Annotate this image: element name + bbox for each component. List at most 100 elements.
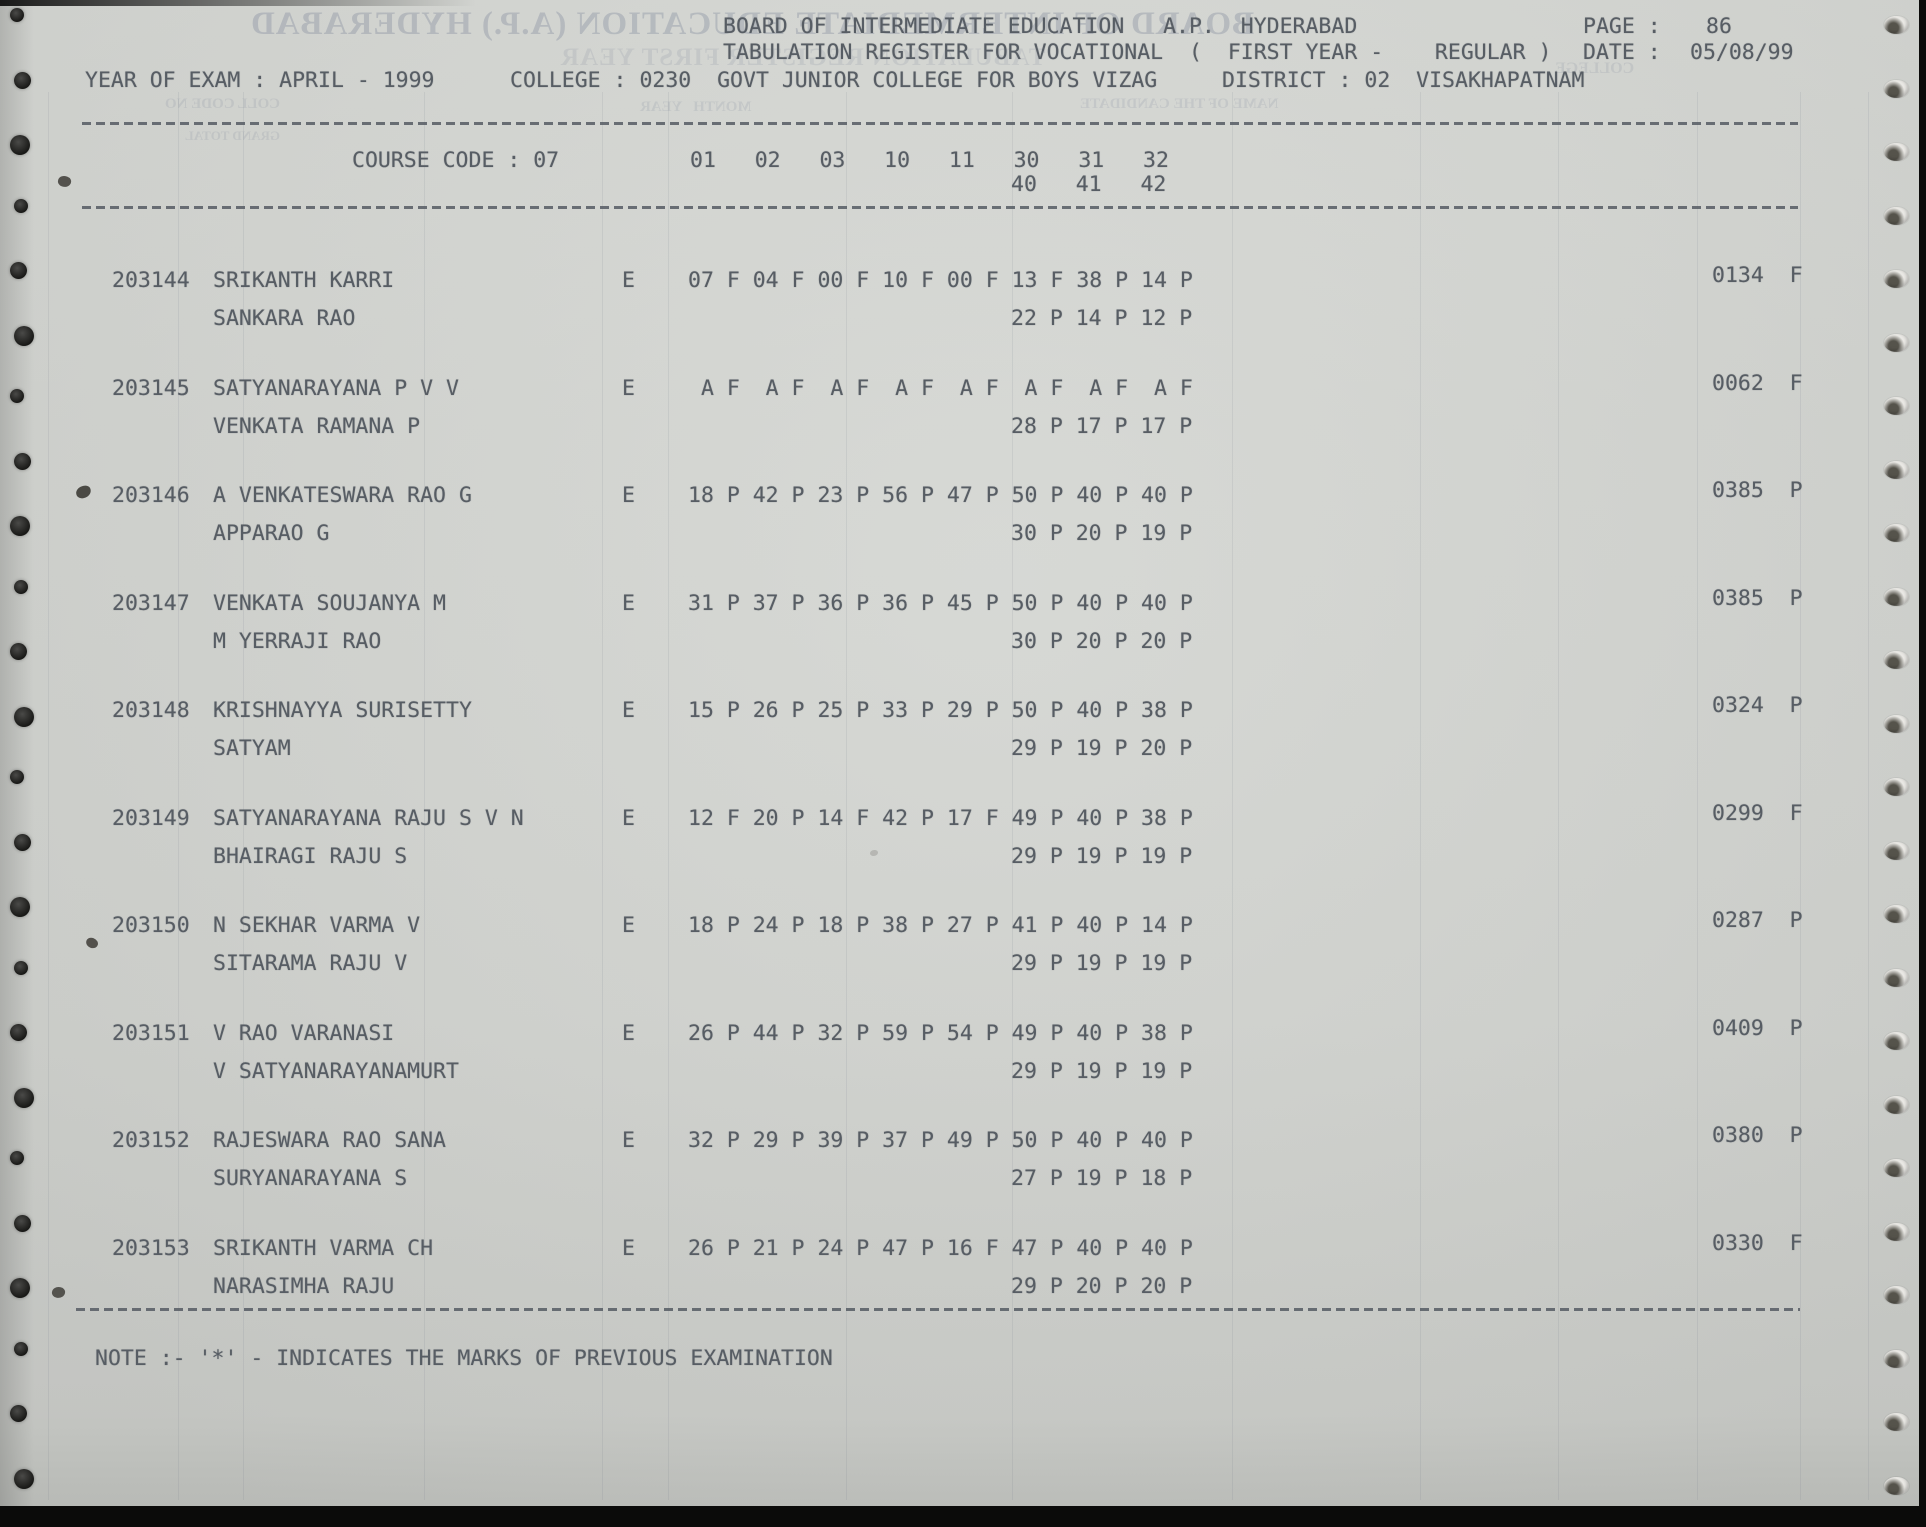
form-grid-line: [602, 92, 603, 1500]
candidate-name: A VENKATESWARA RAO G: [213, 483, 472, 508]
punch-hole: [1884, 778, 1909, 796]
father-name: SANKARA RAO: [213, 306, 356, 331]
course-code-label: COURSE CODE : 07: [352, 148, 560, 173]
form-grid-line: [846, 92, 847, 1500]
medium: E: [622, 268, 635, 293]
marks-row-1: 12 F 20 P 14 F 42 P 17 F 49 P 40 P 38 P: [688, 806, 1193, 831]
reg-no: 203149: [112, 806, 190, 831]
father-name: SURYANARAYANA S: [213, 1166, 408, 1191]
punch-hole: [10, 516, 30, 536]
ink-smudge: [74, 484, 93, 500]
register-title-line: TABULATION REGISTER FOR VOCATIONAL ( FIR…: [723, 40, 1552, 65]
marks-row-2: 29 P 19 P 19 P: [1011, 951, 1193, 976]
punch-hole: [1884, 524, 1909, 542]
medium: E: [622, 806, 635, 831]
punch-hole: [1884, 1159, 1909, 1177]
form-grid-line: [1868, 92, 1869, 1500]
punch-hole: [14, 580, 28, 594]
marks-row-1: 31 P 37 P 36 P 36 P 45 P 50 P 40 P 40 P: [688, 591, 1193, 616]
punch-hole: [14, 1469, 34, 1489]
punch-hole: [14, 1215, 31, 1232]
marks-row-1: 07 F 04 F 00 F 10 F 00 F 13 F 38 P 14 P: [688, 268, 1193, 293]
reg-no: 203144: [112, 268, 190, 293]
candidate-name: SATYANARAYANA P V V: [213, 376, 459, 401]
punch-hole: [1884, 16, 1909, 34]
punch-hole: [14, 72, 31, 89]
candidate-name: VENKATA SOUJANYA M: [213, 591, 446, 616]
marks-row-1: 18 P 42 P 23 P 56 P 47 P 50 P 40 P 40 P: [688, 483, 1193, 508]
ghost-fragment: NAME OF THE CANDIDATE: [1080, 96, 1279, 112]
form-grid-line: [1558, 92, 1559, 1500]
punch-hole: [1884, 588, 1909, 606]
reg-no: 203151: [112, 1021, 190, 1046]
marks-row-1: 26 P 44 P 32 P 59 P 54 P 49 P 40 P 38 P: [688, 1021, 1193, 1046]
punch-hole: [1884, 397, 1909, 415]
medium: E: [622, 913, 635, 938]
medium: E: [622, 1128, 635, 1153]
marks-row-1: A F A F A F A F A F A F A F A F: [688, 376, 1193, 401]
punch-hole: [14, 199, 28, 213]
paper-blemish: [870, 850, 878, 856]
punch-hole: [10, 8, 24, 22]
punch-hole: [1884, 1032, 1909, 1050]
punch-hole: [1884, 969, 1909, 987]
punch-hole: [1884, 1477, 1909, 1495]
medium: E: [622, 698, 635, 723]
form-grid-line: [1012, 92, 1013, 1500]
medium: E: [622, 1236, 635, 1261]
punch-hole: [1884, 1350, 1909, 1368]
separator-line-header: [82, 206, 1798, 209]
total-and-result: 0385 P: [1712, 586, 1803, 611]
punch-hole: [1884, 715, 1909, 733]
punch-hole: [10, 389, 24, 403]
father-name: APPARAO G: [213, 521, 330, 546]
marks-row-2: 29 P 19 P 19 P: [1011, 1059, 1193, 1084]
form-grid-line: [1800, 92, 1801, 1500]
date-value: 05/08/99: [1690, 40, 1794, 65]
form-grid-line: [424, 92, 425, 1500]
footnote: NOTE :- '*' - INDICATES THE MARKS OF PRE…: [95, 1346, 833, 1371]
punch-hole: [14, 326, 34, 346]
subject-codes-row1: 01 02 03 10 11 30 31 32: [690, 148, 1169, 173]
total-and-result: 0330 F: [1712, 1231, 1803, 1256]
form-grid-line: [243, 92, 244, 1500]
form-grid-line: [1697, 92, 1698, 1500]
form-grid-line: [178, 92, 179, 1500]
marks-row-2: 22 P 14 P 12 P: [1011, 306, 1193, 331]
punch-hole: [14, 834, 31, 851]
punch-hole: [1884, 1223, 1909, 1241]
punch-hole: [1884, 1096, 1909, 1114]
father-name: NARASIMHA RAJU: [213, 1274, 395, 1299]
punch-hole: [1884, 334, 1909, 352]
marks-row-1: 15 P 26 P 25 P 33 P 29 P 50 P 40 P 38 P: [688, 698, 1193, 723]
ink-smudge: [84, 935, 100, 951]
form-grid-line: [1420, 92, 1421, 1500]
marks-row-2: 28 P 17 P 17 P: [1011, 414, 1193, 439]
marks-row-2: 27 P 19 P 18 P: [1011, 1166, 1193, 1191]
father-name: SATYAM: [213, 736, 291, 761]
medium: E: [622, 483, 635, 508]
form-grid-line: [48, 92, 49, 1500]
candidate-name: N SEKHAR VARMA V: [213, 913, 421, 938]
punch-hole: [10, 1278, 30, 1298]
punch-hole: [1884, 207, 1909, 225]
board-title-line: BOARD OF INTERMEDIATE EDUCATION A.P. HYD…: [723, 14, 1358, 39]
ink-smudge: [56, 174, 73, 189]
marks-row-2: 29 P 19 P 20 P: [1011, 736, 1193, 761]
ghost-fragment: GRAND TOTAL: [185, 128, 280, 143]
ghost-fragment: MONTH YEAR: [640, 99, 752, 115]
candidate-name: KRISHNAYYA SURISETTY: [213, 698, 472, 723]
marks-row-1: 32 P 29 P 39 P 37 P 49 P 50 P 40 P 40 P: [688, 1128, 1193, 1153]
punch-hole: [1884, 461, 1909, 479]
punch-hole: [14, 453, 31, 470]
reg-no: 203147: [112, 591, 190, 616]
marks-row-1: 18 P 24 P 18 P 38 P 27 P 41 P 40 P 14 P: [688, 913, 1193, 938]
father-name: M YERRAJI RAO: [213, 629, 382, 654]
total-and-result: 0134 F: [1712, 263, 1803, 288]
total-and-result: 0287 P: [1712, 908, 1803, 933]
reg-no: 203145: [112, 376, 190, 401]
candidate-name: RAJESWARA RAO SANA: [213, 1128, 446, 1153]
punch-hole: [1884, 1413, 1909, 1431]
punch-hole: [10, 643, 27, 660]
punch-hole: [10, 1151, 24, 1165]
